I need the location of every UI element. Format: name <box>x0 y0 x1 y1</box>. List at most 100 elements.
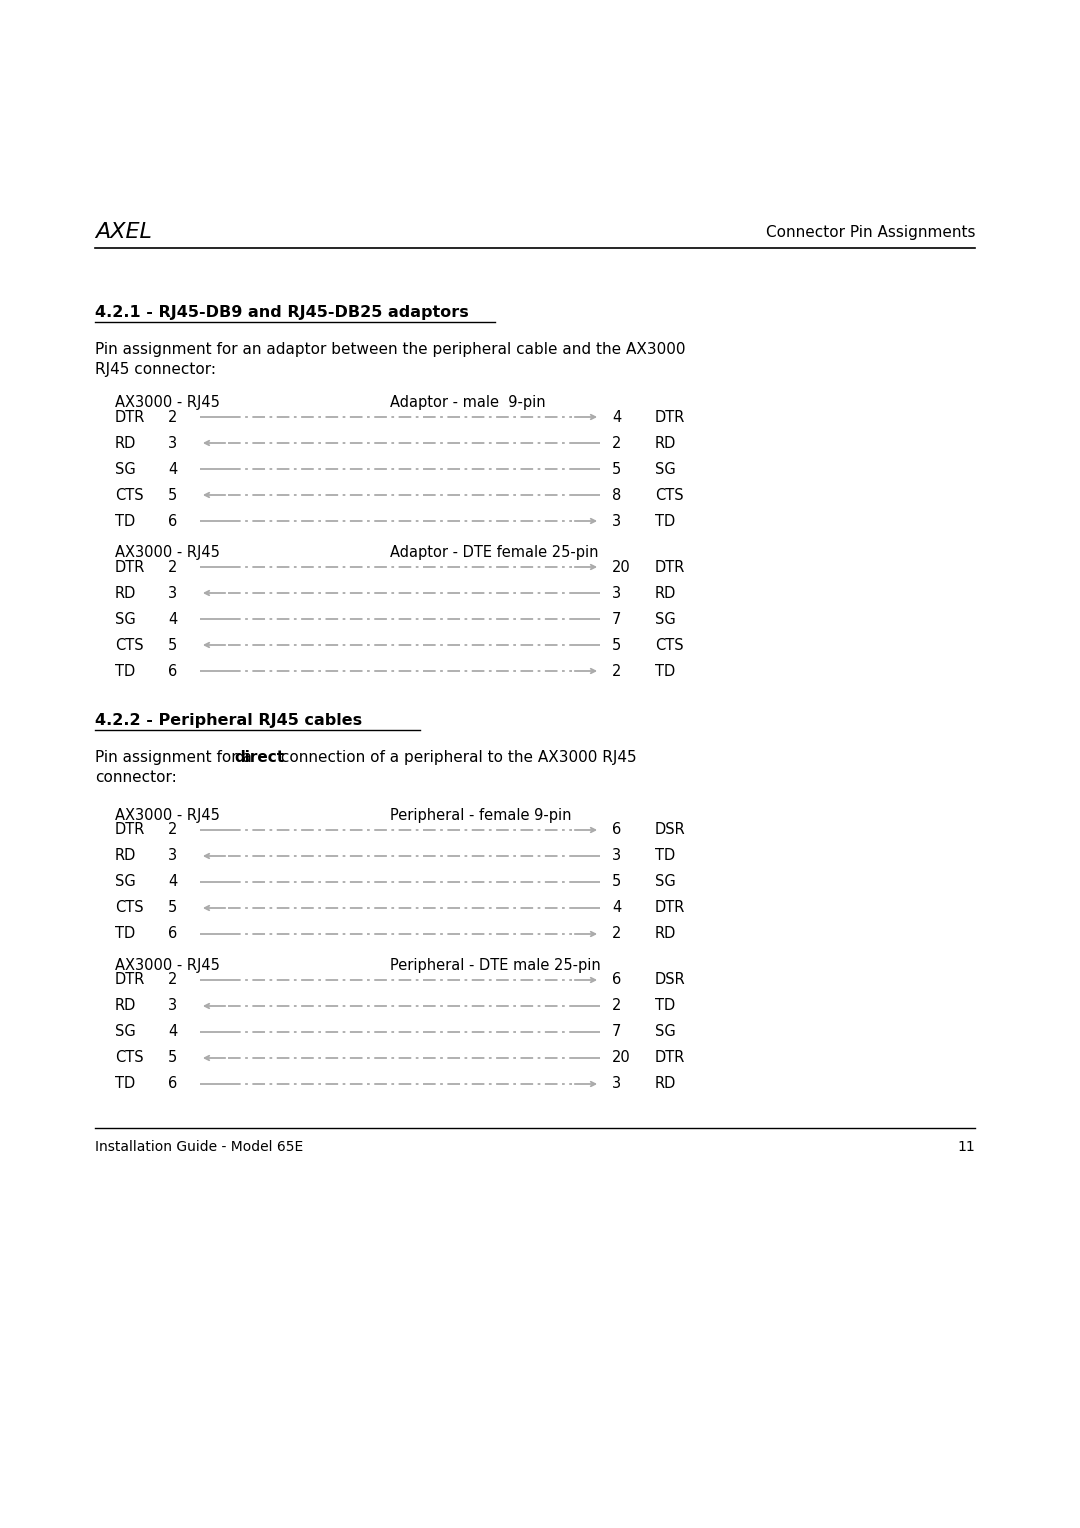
Text: 6: 6 <box>612 972 621 987</box>
Text: Peripheral - female 9-pin: Peripheral - female 9-pin <box>390 808 571 824</box>
Text: 4.2.2 - Peripheral RJ45 cables: 4.2.2 - Peripheral RJ45 cables <box>95 714 362 727</box>
Text: TD: TD <box>654 848 675 863</box>
Text: 2: 2 <box>168 822 177 837</box>
Text: RD: RD <box>654 926 676 941</box>
Text: 6: 6 <box>168 1077 177 1091</box>
Text: Connector Pin Assignments: Connector Pin Assignments <box>766 225 975 240</box>
Text: 2: 2 <box>168 972 177 987</box>
Text: DTR: DTR <box>654 1051 686 1065</box>
Text: 7: 7 <box>612 1024 621 1039</box>
Text: RD: RD <box>654 585 676 601</box>
Text: SG: SG <box>654 611 676 626</box>
Text: CTS: CTS <box>114 900 144 915</box>
Text: 5: 5 <box>168 1051 177 1065</box>
Text: Peripheral - DTE male 25-pin: Peripheral - DTE male 25-pin <box>390 958 600 973</box>
Text: DTR: DTR <box>114 559 146 575</box>
Text: 3: 3 <box>612 513 621 529</box>
Text: 4: 4 <box>612 410 621 425</box>
Text: RD: RD <box>114 848 136 863</box>
Text: RD: RD <box>114 585 136 601</box>
Text: TD: TD <box>654 513 675 529</box>
Text: 20: 20 <box>612 1051 631 1065</box>
Text: connector:: connector: <box>95 770 177 785</box>
Text: 3: 3 <box>612 1077 621 1091</box>
Text: 3: 3 <box>612 585 621 601</box>
Text: DTR: DTR <box>654 900 686 915</box>
Text: 2: 2 <box>168 559 177 575</box>
Text: 5: 5 <box>612 874 621 889</box>
Text: RD: RD <box>114 998 136 1013</box>
Text: 5: 5 <box>612 637 621 652</box>
Text: 20: 20 <box>612 559 631 575</box>
Text: 2: 2 <box>612 435 621 451</box>
Text: 5: 5 <box>168 900 177 915</box>
Text: 4: 4 <box>168 1024 177 1039</box>
Text: TD: TD <box>114 1077 135 1091</box>
Text: DTR: DTR <box>114 972 146 987</box>
Text: 4: 4 <box>168 874 177 889</box>
Text: 2: 2 <box>612 663 621 678</box>
Text: Adaptor - male  9-pin: Adaptor - male 9-pin <box>390 396 545 410</box>
Text: DTR: DTR <box>114 822 146 837</box>
Text: TD: TD <box>114 663 135 678</box>
Text: SG: SG <box>654 461 676 477</box>
Text: DTR: DTR <box>114 410 146 425</box>
Text: 4: 4 <box>612 900 621 915</box>
Text: CTS: CTS <box>654 637 684 652</box>
Text: 3: 3 <box>168 585 177 601</box>
Text: RD: RD <box>654 1077 676 1091</box>
Text: 2: 2 <box>612 926 621 941</box>
Text: connection of a peripheral to the AX3000 RJ45: connection of a peripheral to the AX3000… <box>276 750 636 766</box>
Text: AX3000 - RJ45: AX3000 - RJ45 <box>114 396 220 410</box>
Text: CTS: CTS <box>114 1051 144 1065</box>
Text: 4: 4 <box>168 611 177 626</box>
Text: direct: direct <box>234 750 284 766</box>
Text: TD: TD <box>114 926 135 941</box>
Text: 4: 4 <box>168 461 177 477</box>
Text: SG: SG <box>114 461 136 477</box>
Text: 3: 3 <box>168 848 177 863</box>
Text: DSR: DSR <box>654 972 686 987</box>
Text: SG: SG <box>654 874 676 889</box>
Text: AX3000 - RJ45: AX3000 - RJ45 <box>114 545 220 559</box>
Text: AXEL: AXEL <box>95 222 152 241</box>
Text: SG: SG <box>114 874 136 889</box>
Text: CTS: CTS <box>654 487 684 503</box>
Text: 3: 3 <box>612 848 621 863</box>
Text: RJ45 connector:: RJ45 connector: <box>95 362 216 377</box>
Text: 5: 5 <box>168 487 177 503</box>
Text: 6: 6 <box>612 822 621 837</box>
Text: 2: 2 <box>612 998 621 1013</box>
Text: 6: 6 <box>168 513 177 529</box>
Text: Installation Guide - Model 65E: Installation Guide - Model 65E <box>95 1140 303 1154</box>
Text: CTS: CTS <box>114 637 144 652</box>
Text: 6: 6 <box>168 926 177 941</box>
Text: 7: 7 <box>612 611 621 626</box>
Text: 6: 6 <box>168 663 177 678</box>
Text: SG: SG <box>114 611 136 626</box>
Text: 3: 3 <box>168 435 177 451</box>
Text: DSR: DSR <box>654 822 686 837</box>
Text: 11: 11 <box>957 1140 975 1154</box>
Text: 2: 2 <box>168 410 177 425</box>
Text: TD: TD <box>114 513 135 529</box>
Text: DTR: DTR <box>654 559 686 575</box>
Text: DTR: DTR <box>654 410 686 425</box>
Text: AX3000 - RJ45: AX3000 - RJ45 <box>114 958 220 973</box>
Text: SG: SG <box>114 1024 136 1039</box>
Text: 8: 8 <box>612 487 621 503</box>
Text: 4.2.1 - RJ45-DB9 and RJ45-DB25 adaptors: 4.2.1 - RJ45-DB9 and RJ45-DB25 adaptors <box>95 306 469 319</box>
Text: Pin assignment for an adaptor between the peripheral cable and the AX3000: Pin assignment for an adaptor between th… <box>95 342 686 358</box>
Text: TD: TD <box>654 663 675 678</box>
Text: Pin assignment for a: Pin assignment for a <box>95 750 257 766</box>
Text: 5: 5 <box>612 461 621 477</box>
Text: SG: SG <box>654 1024 676 1039</box>
Text: RD: RD <box>114 435 136 451</box>
Text: TD: TD <box>654 998 675 1013</box>
Text: 5: 5 <box>168 637 177 652</box>
Text: RD: RD <box>654 435 676 451</box>
Text: Adaptor - DTE female 25-pin: Adaptor - DTE female 25-pin <box>390 545 598 559</box>
Text: AX3000 - RJ45: AX3000 - RJ45 <box>114 808 220 824</box>
Text: 3: 3 <box>168 998 177 1013</box>
Text: CTS: CTS <box>114 487 144 503</box>
